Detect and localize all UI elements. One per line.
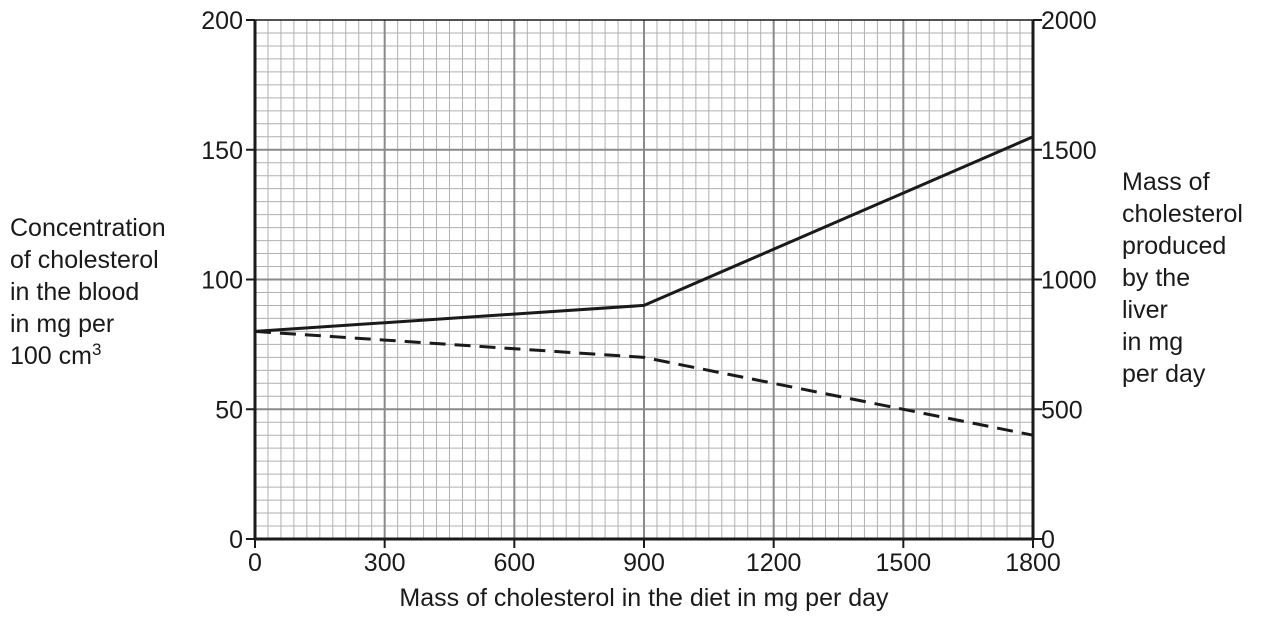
y-right-label-line: per day: [1122, 360, 1206, 388]
solid-series-line: [254, 135, 1034, 333]
y-left-tick-label: 200: [201, 7, 243, 35]
y-right-tick-label: 1500: [1041, 137, 1097, 165]
y-right-label-line: liver: [1122, 296, 1168, 324]
x-axis-label: Mass of cholesterol in the diet in mg pe…: [399, 584, 889, 612]
y-left-tick-label: 0: [229, 526, 243, 554]
x-tick-label: 1800: [1005, 549, 1061, 577]
y-right-label-line: by the: [1122, 264, 1191, 292]
y-left-tick-label: 150: [201, 137, 243, 165]
x-tick-label: 300: [364, 549, 406, 577]
y-right-tick-label: 500: [1041, 396, 1083, 424]
y-right-label-line: produced: [1122, 232, 1227, 260]
x-tick-label: 600: [493, 549, 535, 577]
y-right-label-line: cholesterol: [1122, 200, 1243, 228]
series-layer: [254, 135, 1034, 437]
y-left-label-line: in mg per: [10, 310, 115, 338]
y-right-tick-label: 1000: [1041, 267, 1097, 295]
x-tick-label: 1500: [876, 549, 932, 577]
y-right-tick-label: 2000: [1041, 7, 1097, 35]
y-axis-label-right: Mass of cholesterol produced by the live…: [1122, 166, 1243, 390]
y-right-label-line: in mg: [1122, 328, 1184, 356]
tick-labels: 0 300 600 900 1200 1500 1800050100150200050010…: [201, 7, 1096, 577]
x-tick-label: 900: [623, 549, 665, 577]
y-left-label-unit: 100 cm: [10, 342, 92, 370]
y-left-label-line: 100 cm3: [10, 340, 166, 372]
tick-marks: [246, 19, 1042, 548]
x-tick-label: 1200: [746, 549, 802, 577]
y-left-tick-label: 50: [215, 396, 243, 424]
y-left-tick-label: 100: [201, 267, 243, 295]
y-left-label-unit-sup: 3: [91, 340, 102, 359]
y-left-label-line: Concentration: [10, 214, 166, 242]
y-left-label-line: of cholesterol: [10, 246, 159, 274]
y-right-tick-label: 0: [1041, 526, 1055, 554]
y-left-label-line: in the blood: [10, 278, 140, 306]
y-axis-label-left: Concentration of cholesterol in the bloo…: [10, 212, 166, 372]
x-tick-label: 0: [248, 549, 262, 577]
y-right-label-line: Mass of: [1122, 168, 1210, 196]
